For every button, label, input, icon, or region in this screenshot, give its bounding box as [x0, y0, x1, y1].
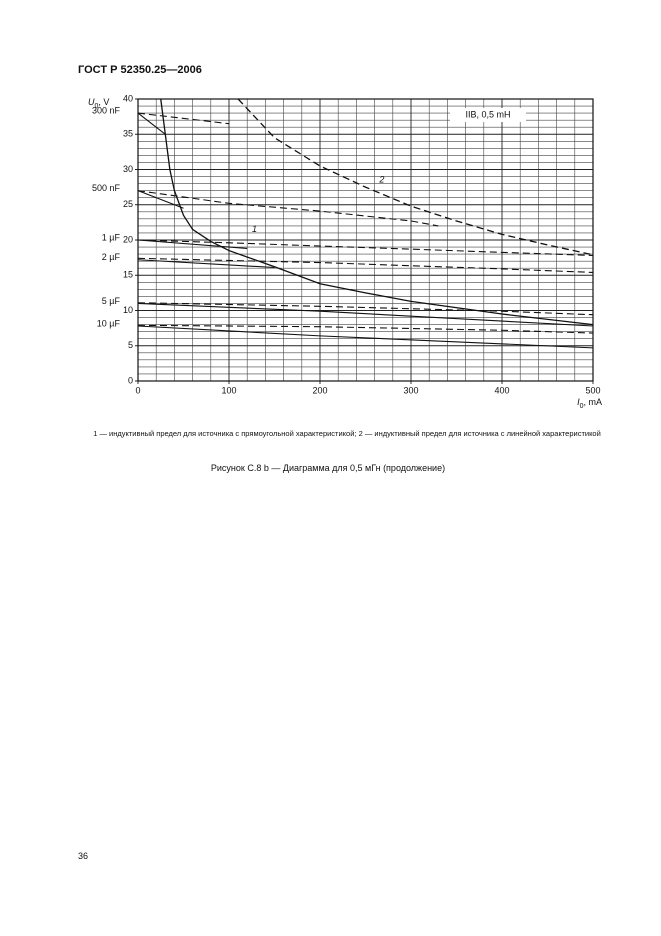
y-tick-label: 10: [123, 305, 133, 315]
solid-line: [137, 239, 248, 250]
solid-line: [137, 325, 594, 349]
solid-line: [137, 112, 166, 135]
solid-line: [137, 302, 594, 327]
series-label: 10 µF: [97, 318, 121, 328]
annotation: IIB, 0,5 mH: [465, 109, 510, 119]
curve-label: 1: [252, 224, 257, 234]
axis-label-sub: 0: [95, 103, 99, 110]
solid-line: [160, 98, 594, 326]
series-label: 500 nF: [92, 183, 121, 193]
dashed-line: [137, 257, 594, 273]
axis-label: I0, mA: [577, 397, 602, 409]
y-tick-label: 25: [123, 199, 133, 209]
axis-label-unit: , mA: [583, 397, 602, 407]
y-tick-label: 15: [123, 270, 133, 280]
y-tick-label: 20: [123, 234, 133, 244]
page-number: 36: [78, 851, 89, 861]
solid-line: [137, 190, 184, 209]
x-tick-label: 300: [403, 385, 418, 395]
dashed-line: [137, 302, 594, 316]
solid-line: [137, 259, 275, 269]
x-tick-label: 500: [585, 385, 600, 395]
x-tick-label: 400: [494, 385, 509, 395]
y-tick-label: 30: [123, 164, 133, 174]
axis-label-unit: , V: [98, 97, 109, 107]
axis-label: U0, V: [88, 97, 109, 109]
series-label: 1 µF: [102, 232, 121, 242]
y-tick-label: 35: [123, 129, 133, 139]
x-tick-label: 0: [135, 385, 140, 395]
y-tick-label: 0: [128, 375, 133, 385]
y-tick-label: 40: [123, 93, 133, 103]
annotation-box: [450, 108, 526, 122]
axis-label-sub: 0: [580, 403, 584, 410]
footnote: 1 — индуктивный предел для источника с п…: [93, 429, 601, 438]
dashed-line: [137, 239, 594, 257]
dashed-line: [237, 98, 594, 256]
dashed-line: [137, 324, 594, 334]
x-tick-label: 200: [312, 385, 327, 395]
header: ГОСТ Р 52350.25—2006: [78, 64, 202, 76]
dashed-line: [137, 112, 230, 125]
caption: Рисунок С.8 b — Диаграмма для 0,5 мГн (п…: [210, 463, 446, 473]
x-tick-label: 100: [221, 385, 236, 395]
series-label: 300 nF: [92, 105, 121, 115]
axis-label-main: I: [577, 397, 580, 407]
curve-label: 2: [378, 174, 384, 184]
y-tick-label: 5: [128, 340, 133, 350]
axis-label-main: U: [88, 97, 95, 107]
dashed-line: [137, 190, 439, 227]
series-label: 5 µF: [102, 296, 121, 306]
series-label: 2 µF: [102, 252, 121, 262]
